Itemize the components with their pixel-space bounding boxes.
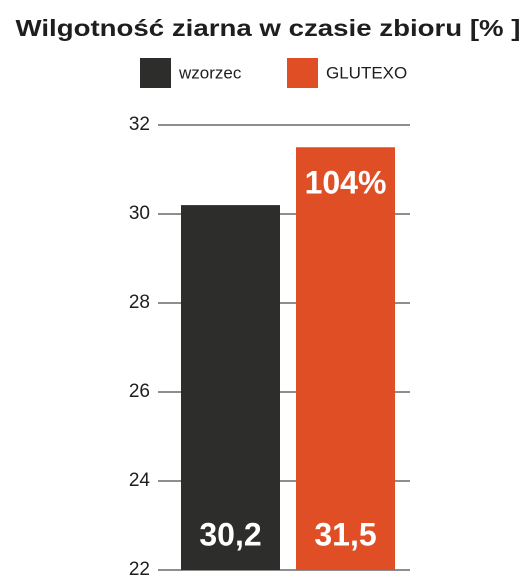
bar: [181, 205, 280, 570]
legend-swatch: [140, 58, 171, 88]
y-tick-label: 22: [129, 559, 150, 577]
value-label: 31,5: [314, 516, 376, 552]
y-tick-label: 28: [129, 292, 150, 313]
legend-label: GLUTEXO: [326, 63, 407, 82]
legend-swatch: [287, 58, 318, 88]
y-tick-label: 26: [129, 381, 150, 402]
y-tick-label: 32: [129, 114, 150, 135]
y-tick-label: 24: [129, 470, 151, 491]
legend-label: wzorzec: [178, 63, 242, 82]
bar: [296, 147, 395, 570]
chart-title: Wilgotność ziarna w czasie zbioru [% ]: [16, 15, 521, 41]
y-tick-label: 30: [129, 203, 150, 224]
value-label: 30,2: [199, 516, 261, 552]
annotation: 104%: [305, 165, 387, 201]
